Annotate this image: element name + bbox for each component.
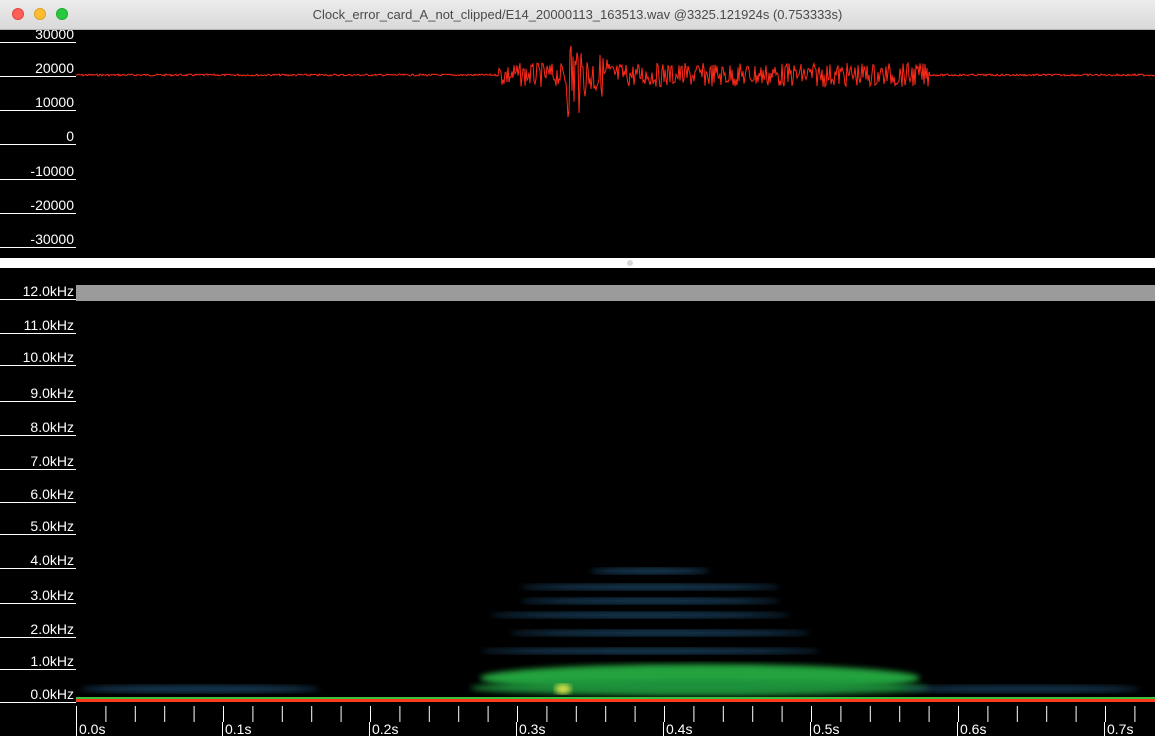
time-tick: [575, 706, 577, 722]
spec-y-label: 3.0kHz: [0, 587, 76, 604]
time-axis-label: 0.3s: [516, 722, 545, 736]
energy-peak: [555, 684, 571, 694]
time-tick: [340, 706, 342, 722]
time-tick: [1046, 706, 1048, 722]
wave-y-label: 20000: [0, 60, 76, 77]
time-tick: [399, 706, 401, 722]
spec-y-label: 0.0kHz: [0, 686, 76, 703]
time-axis-label: 0.1s: [222, 722, 251, 736]
time-tick: [1134, 706, 1136, 722]
spec-y-label: 9.0kHz: [0, 385, 76, 402]
spectrogram-panel[interactable]: 12.0kHz 11.0kHz 10.0kHz 9.0kHz 8.0kHz 7.…: [0, 268, 1155, 736]
energy-region: [470, 680, 930, 696]
nyquist-band: [76, 285, 1155, 301]
time-tick: [105, 706, 107, 722]
time-tick: [281, 706, 283, 722]
spec-y-label: 1.0kHz: [0, 653, 76, 670]
time-axis-label: 0.2s: [369, 722, 398, 736]
window-title: Clock_error_card_A_not_clipped/E14_20000…: [312, 7, 843, 22]
time-tick: [428, 706, 430, 722]
time-tick: [487, 706, 489, 722]
time-axis-label: 0.0s: [76, 722, 105, 736]
time-tick: [781, 706, 783, 722]
spec-y-label: 12.0kHz: [0, 283, 76, 300]
time-tick: [1016, 706, 1018, 722]
time-tick: [546, 706, 548, 722]
time-tick: [193, 706, 195, 722]
baseline-green: [76, 697, 1155, 699]
spec-y-label: 7.0kHz: [0, 453, 76, 470]
time-tick: [517, 706, 518, 722]
spec-y-label: 8.0kHz: [0, 419, 76, 436]
wave-y-label: 30000: [0, 30, 76, 43]
spec-y-label: 11.0kHz: [0, 317, 76, 334]
time-tick: [311, 706, 313, 722]
time-tick: [634, 706, 636, 722]
baseline-line: [76, 699, 1155, 702]
time-tick: [223, 706, 224, 722]
spec-y-label: 2.0kHz: [0, 621, 76, 638]
waveform-plot: [75, 45, 1155, 118]
wave-y-label: 10000: [0, 94, 76, 111]
window-titlebar: Clock_error_card_A_not_clipped/E14_20000…: [0, 0, 1155, 30]
time-tick: [1105, 706, 1106, 722]
time-tick: [76, 706, 77, 722]
spec-y-label: 5.0kHz: [0, 518, 76, 535]
harmonic-band: [590, 568, 710, 574]
time-axis-label: 0.4s: [663, 722, 692, 736]
time-tick: [869, 706, 871, 722]
time-axis-label: 0.6s: [957, 722, 986, 736]
time-tick: [693, 706, 695, 722]
waveform-panel[interactable]: 30000 20000 10000 0 -10000 -20000 -30000: [0, 30, 1155, 258]
wave-y-label: 0: [0, 128, 76, 145]
close-window-button[interactable]: [12, 8, 24, 20]
spec-y-label: 6.0kHz: [0, 486, 76, 503]
time-tick: [134, 706, 136, 722]
noise-floor: [80, 685, 320, 693]
time-tick: [840, 706, 842, 722]
noise-floor: [900, 685, 1140, 693]
time-tick: [987, 706, 989, 722]
harmonic-band: [490, 612, 790, 618]
time-tick: [722, 706, 724, 722]
wave-y-label: -20000: [0, 197, 76, 214]
time-tick: [752, 706, 754, 722]
harmonic-band: [480, 648, 820, 654]
time-axis-label: 0.5s: [810, 722, 839, 736]
time-tick: [928, 706, 930, 722]
harmonic-band: [510, 630, 810, 636]
harmonic-band: [520, 598, 780, 604]
time-tick: [605, 706, 607, 722]
spec-y-label: 4.0kHz: [0, 552, 76, 569]
zoom-window-button[interactable]: [56, 8, 68, 20]
time-tick: [958, 706, 959, 722]
time-tick: [899, 706, 901, 722]
harmonic-band: [520, 584, 780, 590]
wave-y-label: -30000: [0, 231, 76, 248]
splitter-handle-icon[interactable]: [627, 260, 633, 266]
time-tick: [664, 706, 665, 722]
time-axis-label: 0.7s: [1104, 722, 1133, 736]
time-tick: [1075, 706, 1077, 722]
time-tick: [811, 706, 812, 722]
pane-splitter[interactable]: [0, 258, 1155, 268]
time-tick: [164, 706, 166, 722]
waveform-trace: [75, 45, 1155, 118]
time-tick: [458, 706, 460, 722]
wave-y-label: -10000: [0, 163, 76, 180]
spec-y-label: 10.0kHz: [0, 349, 76, 366]
spectrogram-plot: [76, 285, 1155, 722]
time-tick: [252, 706, 254, 722]
minimize-window-button[interactable]: [34, 8, 46, 20]
time-tick: [370, 706, 371, 722]
